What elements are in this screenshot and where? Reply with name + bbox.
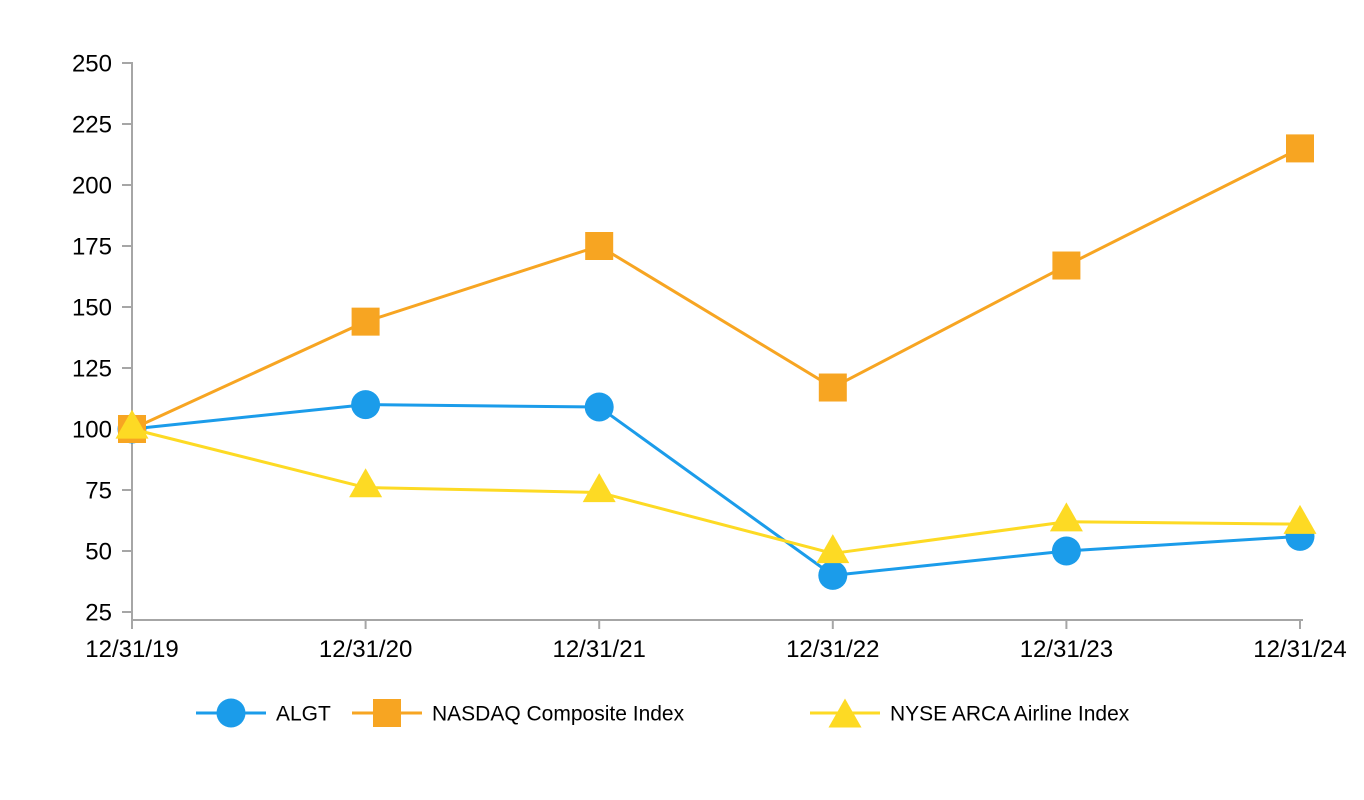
- legend-label-nyse-arca-airline-index: NYSE ARCA Airline Index: [890, 703, 1130, 726]
- series-line-algt: [131, 403, 1301, 577]
- marker-algt-4: [1051, 536, 1081, 566]
- legend-item-nyse-arca-airline-index: NYSE ARCA Airline Index: [810, 698, 1130, 728]
- x-tick-label: 12/31/23: [1020, 636, 1113, 663]
- x-tick-label: 12/31/21: [552, 636, 645, 663]
- legend-marker-nasdaq-composite-index: [373, 699, 401, 727]
- marker-algt-2: [584, 392, 614, 422]
- marker-algt-1: [351, 390, 381, 420]
- marker-nasdaq-composite-index-5: [1286, 134, 1314, 163]
- y-tick-label: 175: [72, 234, 112, 261]
- x-tick-label: 12/31/20: [319, 636, 412, 663]
- marker-nasdaq-composite-index-3: [818, 373, 847, 402]
- series-line-nasdaq-composite-index: [131, 147, 1301, 431]
- marker-nyse-arca-airline-index-0: [115, 409, 149, 439]
- legend-item-nasdaq-composite-index: NASDAQ Composite Index: [352, 699, 685, 727]
- x-tick-label: 12/31/24: [1253, 636, 1346, 663]
- legend-marker-algt: [216, 698, 246, 728]
- x-tick-label: 12/31/22: [786, 636, 879, 663]
- marker-nyse-arca-airline-index-2: [582, 473, 616, 503]
- y-tick-label: 150: [72, 295, 112, 322]
- legend-item-algt: ALGT: [196, 698, 331, 728]
- marker-nyse-arca-airline-index-3: [816, 534, 850, 564]
- legend-label-nasdaq-composite-index: NASDAQ Composite Index: [432, 703, 685, 726]
- y-tick-label: 100: [72, 417, 112, 444]
- series-line-nyse-arca-airline-index: [131, 427, 1301, 555]
- marker-nyse-arca-airline-index-1: [349, 468, 383, 498]
- y-tick-label: 125: [72, 356, 112, 383]
- y-tick-label: 200: [72, 173, 112, 200]
- y-tick-label: 75: [85, 478, 112, 505]
- y-tick-label: 50: [85, 539, 112, 566]
- marker-nasdaq-composite-index-4: [1052, 251, 1081, 280]
- y-tick-label: 25: [85, 600, 112, 627]
- legend-marker-nyse-arca-airline-index: [828, 698, 862, 728]
- marker-algt-3: [818, 560, 848, 590]
- y-tick-label: 225: [72, 112, 112, 139]
- marker-nyse-arca-airline-index-5: [1283, 504, 1317, 534]
- y-tick-label: 250: [72, 51, 112, 78]
- x-tick-label: 12/31/19: [85, 636, 178, 663]
- marker-nasdaq-composite-index-1: [351, 307, 380, 336]
- legend-label-algt: ALGT: [276, 703, 331, 726]
- marker-nasdaq-composite-index-2: [585, 232, 614, 260]
- marker-nyse-arca-airline-index-4: [1049, 502, 1083, 532]
